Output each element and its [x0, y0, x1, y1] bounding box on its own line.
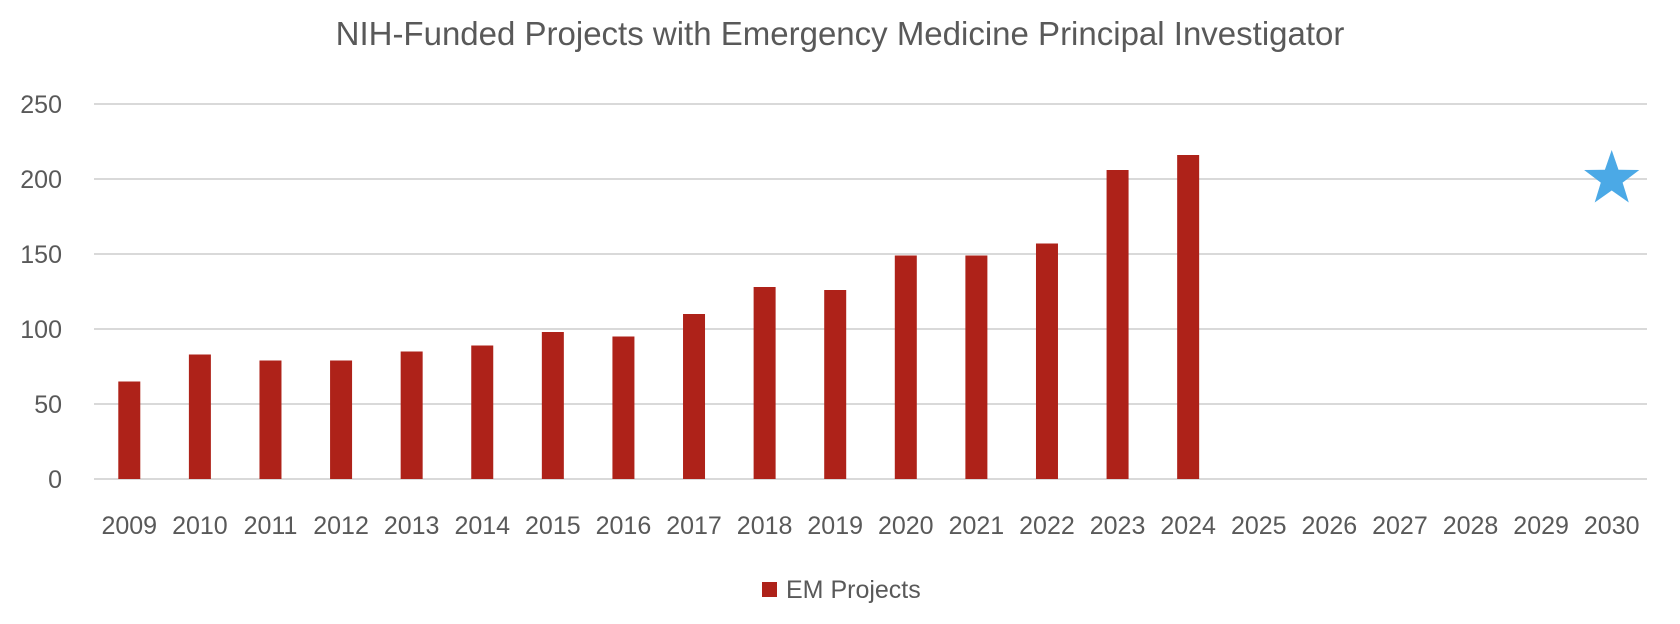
bar-2018	[753, 287, 776, 479]
x-tick-label: 2009	[101, 512, 157, 540]
bar-2015	[541, 332, 564, 479]
x-tick-label: 2024	[1160, 512, 1216, 540]
annotations	[1584, 150, 1640, 203]
y-tick-label: 250	[20, 91, 62, 119]
bar-2009	[118, 381, 141, 479]
x-tick-label: 2010	[172, 512, 228, 540]
x-tick-label: 2015	[525, 512, 581, 540]
gridlines	[94, 103, 1647, 480]
bar-2014	[471, 345, 494, 479]
y-tick-label: 100	[20, 316, 62, 344]
bar-2017	[683, 314, 706, 479]
bar-2013	[400, 351, 423, 479]
chart-title: NIH-Funded Projects with Emergency Medic…	[336, 15, 1345, 52]
x-tick-label: 2020	[878, 512, 934, 540]
x-tick-label: 2012	[313, 512, 369, 540]
x-tick-label: 2014	[454, 512, 510, 540]
x-tick-label: 2030	[1584, 512, 1640, 540]
bar-2010	[188, 354, 211, 479]
bar-2020	[894, 255, 917, 479]
bar-2016	[612, 336, 635, 479]
x-axis: 2009 2010 2011 2012 2013 2014 2015 2016 2017 2018…	[101, 512, 1639, 540]
x-tick-label: 2021	[949, 512, 1005, 540]
x-tick-label: 2022	[1019, 512, 1075, 540]
x-tick-label: 2028	[1443, 512, 1499, 540]
x-tick-label: 2011	[244, 512, 298, 540]
x-tick-label: 2013	[384, 512, 440, 540]
y-tick-label: 200	[20, 166, 62, 194]
bar-2019	[824, 290, 847, 479]
y-tick-label: 50	[34, 391, 62, 419]
bar-2011	[259, 360, 282, 479]
x-tick-label: 2018	[737, 512, 793, 540]
x-tick-label: 2017	[666, 512, 722, 540]
bar-2023	[1106, 170, 1129, 479]
y-axis: 0 50 100 150 200 250	[20, 91, 62, 494]
bar-2021	[965, 255, 988, 479]
star-icon	[1584, 150, 1640, 203]
x-tick-label: 2023	[1090, 512, 1146, 540]
x-tick-label: 2016	[596, 512, 652, 540]
bar-2024	[1177, 155, 1200, 479]
x-tick-label: 2019	[807, 512, 863, 540]
bars	[118, 155, 1200, 479]
legend-swatch	[762, 582, 777, 597]
x-tick-label: 2029	[1513, 512, 1569, 540]
y-tick-label: 150	[20, 241, 62, 269]
legend-label: EM Projects	[786, 576, 921, 604]
x-tick-label: 2025	[1231, 512, 1287, 540]
y-tick-label: 0	[48, 466, 62, 494]
x-tick-label: 2027	[1372, 512, 1428, 540]
bar-2012	[330, 360, 353, 479]
legend: EM Projects	[762, 576, 921, 604]
bar-2022	[1035, 243, 1058, 479]
x-tick-label: 2026	[1302, 512, 1358, 540]
